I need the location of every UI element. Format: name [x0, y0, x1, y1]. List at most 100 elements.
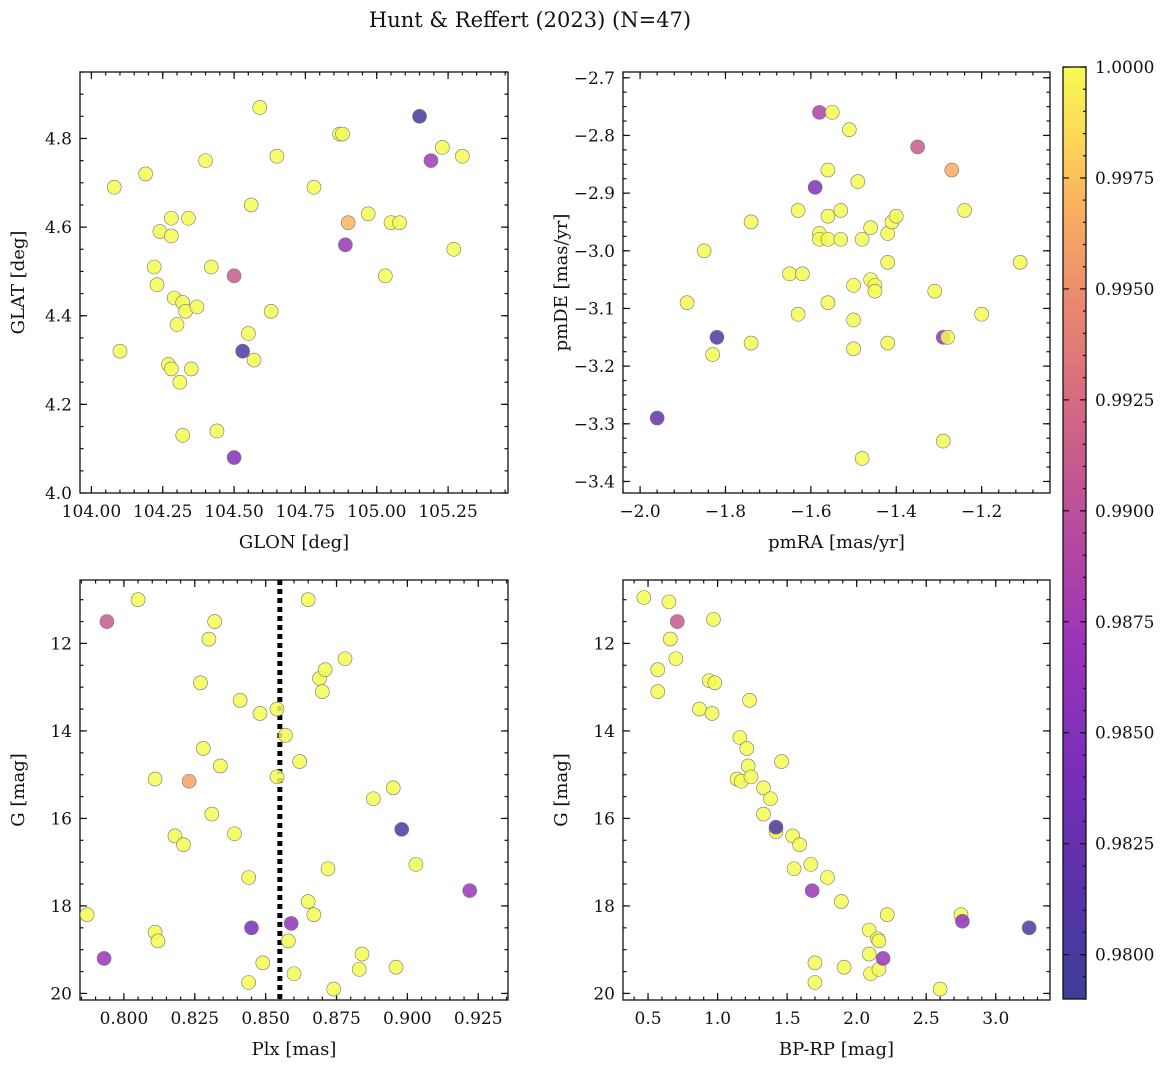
scatter-point — [183, 361, 199, 377]
x-axis-label: BP-RP [mag] — [779, 1039, 894, 1060]
x-tick-label: 0.925 — [454, 1009, 503, 1029]
scatter-point — [709, 329, 725, 345]
y-axis-label: GLAT [deg] — [8, 231, 29, 335]
y-tick-label: −3.4 — [574, 472, 615, 492]
scatter-point — [317, 662, 333, 677]
scatter-point — [326, 981, 341, 997]
scatter-point — [388, 959, 404, 975]
scatter-point — [707, 675, 723, 691]
y-tick-label: 12 — [50, 634, 72, 654]
x-axis-label: pmRA [mas/yr] — [768, 532, 905, 553]
scatter-point — [861, 946, 877, 962]
y-tick-label: −3.3 — [574, 415, 615, 435]
scatter-point — [99, 614, 115, 629]
y-tick-label: 16 — [50, 809, 72, 829]
x-tick-label: 104.00 — [62, 502, 121, 522]
scatter-point — [189, 299, 205, 315]
scatter-point — [423, 153, 439, 168]
y-tick-label: 18 — [50, 897, 72, 917]
scatter-point — [824, 105, 840, 120]
scatter-point — [150, 933, 166, 949]
plot-frame — [622, 579, 1051, 1001]
scatter-point — [669, 614, 685, 629]
scatter-point — [335, 126, 350, 142]
y-tick-label: −3.1 — [574, 299, 615, 319]
scatter-point — [292, 754, 307, 769]
scatter-point — [834, 894, 849, 909]
y-tick-label: 14 — [593, 722, 615, 742]
panel-pmra-pmde: −2.0 −1.8 −1.6 −1.4 −1.2 −3.4 −3.3 −3.2 −3.1 −3.0… — [551, 69, 1051, 553]
scatter-point — [306, 907, 322, 922]
y-tick-label: 4.8 — [45, 129, 72, 149]
scatter-point — [795, 266, 810, 282]
scatter-point — [241, 870, 256, 885]
scatter-point — [756, 780, 771, 796]
scatter-point — [650, 662, 666, 677]
plot-frame — [622, 71, 1051, 494]
scatter-point — [790, 203, 806, 218]
x-axis-label: Plx [mas] — [252, 1039, 337, 1060]
scatter-point — [198, 153, 213, 168]
scatter-point — [1021, 920, 1037, 936]
panel-color-magnitude: 0.5 1.0 1.5 2.0 2.5 3.0 12 14 16 18 20 BP-RP [mag] G… — [551, 579, 1051, 1060]
x-tick-label: 0.5 — [635, 1009, 662, 1029]
y-tick-label: 4.0 — [45, 484, 72, 504]
scatter-point — [246, 352, 262, 368]
x-axis-label: GLON [deg] — [239, 532, 349, 553]
y-tick-label: −2.8 — [574, 126, 615, 146]
scatter-point — [244, 920, 259, 936]
scatter-point — [863, 220, 878, 236]
scatter-point — [243, 197, 259, 213]
scatter-point — [204, 806, 220, 822]
scatter-point — [241, 975, 256, 990]
scatter-point — [226, 268, 242, 284]
scatter-point — [462, 883, 478, 898]
x-tick-label: −1.4 — [876, 502, 917, 522]
scatter-point — [833, 203, 849, 218]
scatter-point — [879, 907, 895, 922]
scatter-point — [650, 684, 666, 699]
scatter-point — [820, 870, 835, 885]
y-axis-label: G [mag] — [551, 753, 572, 826]
y-tick-label: −3.0 — [574, 242, 615, 262]
scatter-point — [661, 594, 677, 610]
y-tick-label: −2.7 — [574, 69, 615, 89]
scatter-point — [850, 174, 866, 189]
scatter-point — [807, 955, 823, 971]
panel-glon-glat: 104.00 104.25 104.50 104.75 105.00 105.25 4.0 4… — [8, 71, 509, 553]
scatter-point — [944, 162, 960, 178]
scatter-point — [786, 861, 802, 877]
x-tick-label: −1.2 — [961, 502, 1002, 522]
scatter-point — [106, 179, 122, 195]
scatter-point — [263, 304, 279, 319]
scatter-point — [130, 592, 146, 607]
scatter-point — [768, 819, 784, 835]
colorbar-gradient — [1063, 67, 1086, 999]
scatter-point — [743, 214, 759, 230]
x-tick-label: 104.50 — [204, 502, 263, 522]
plot-frame — [79, 71, 509, 494]
scatter-point — [790, 306, 806, 322]
scatter-point — [176, 837, 191, 852]
scatter-point — [692, 701, 707, 717]
scatter-point — [351, 962, 367, 977]
scatter-point — [112, 343, 128, 359]
scatter-point — [940, 329, 955, 345]
scatter-point — [820, 295, 836, 310]
x-tick-label: 0.850 — [241, 1009, 290, 1029]
scatter-point — [804, 883, 820, 898]
scatter-point — [846, 341, 861, 357]
scatter-point — [169, 317, 185, 332]
colorbar-tick-label: 0.9900 — [1095, 502, 1154, 522]
scatter-point — [147, 771, 163, 787]
scatter-point — [854, 451, 870, 466]
scatter-point — [337, 651, 353, 667]
scatter-point — [164, 210, 179, 226]
scatter-point — [252, 100, 268, 115]
scatter-point — [255, 955, 271, 971]
scatter-point — [957, 203, 972, 218]
x-tick-label: −2.0 — [619, 502, 660, 522]
scatter-point — [283, 916, 299, 931]
x-tick-label: 0.825 — [170, 1009, 219, 1029]
